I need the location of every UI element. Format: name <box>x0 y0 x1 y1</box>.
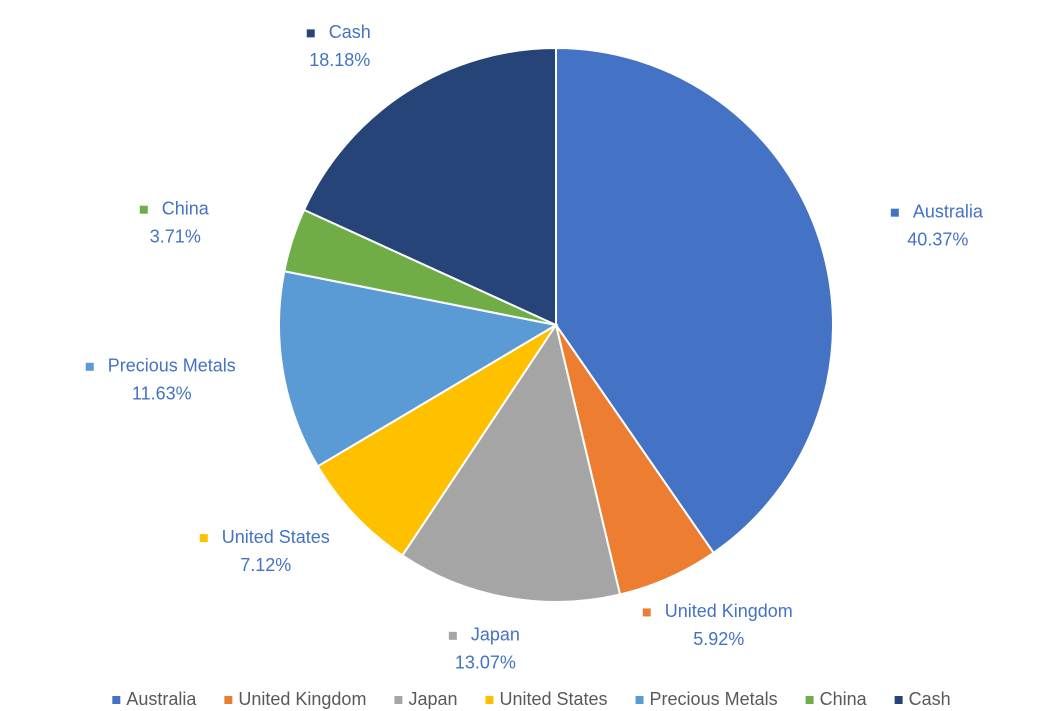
legend-swatch <box>485 696 494 704</box>
label-name: China <box>162 198 210 218</box>
legend-swatch <box>224 696 233 704</box>
pie-slice <box>302 46 557 327</box>
label-marker <box>890 208 899 217</box>
label-marker <box>306 29 315 38</box>
legend-label: Precious Metals <box>650 689 778 709</box>
legend-swatch <box>805 696 814 704</box>
legend-label: Japan <box>408 689 457 709</box>
label-name: United States <box>222 527 330 547</box>
legend-label: China <box>820 689 868 709</box>
legend-swatch <box>894 696 903 704</box>
label-value: 11.63% <box>132 384 192 404</box>
label-value: 18.18% <box>309 50 370 70</box>
label-value: 5.92% <box>693 629 744 649</box>
legend-swatch <box>112 696 121 704</box>
legend-swatch <box>635 696 644 704</box>
label-marker <box>139 205 148 214</box>
label-marker <box>642 608 651 617</box>
legend-label: United Kingdom <box>238 689 366 709</box>
label-name: Cash <box>329 22 371 42</box>
label-value: 40.37% <box>907 229 968 249</box>
legend-label: Cash <box>909 689 951 709</box>
label-marker <box>448 631 457 640</box>
pie-slice <box>278 270 559 468</box>
label-marker <box>85 362 94 371</box>
label-name: Precious Metals <box>108 356 236 376</box>
label-name: United Kingdom <box>665 601 793 621</box>
pie-slice <box>316 324 557 557</box>
label-name: Australia <box>913 201 984 221</box>
label-value: 3.71% <box>150 226 201 246</box>
legend-label: United States <box>499 689 607 709</box>
label-value: 7.12% <box>240 555 291 575</box>
label-name: Japan <box>471 625 520 645</box>
label-marker <box>199 534 208 543</box>
legend-swatch <box>394 696 403 704</box>
pie-slice <box>400 322 622 603</box>
legend-label: Australia <box>126 689 197 709</box>
pie-slice <box>555 46 834 555</box>
label-value: 13.07% <box>455 653 516 673</box>
